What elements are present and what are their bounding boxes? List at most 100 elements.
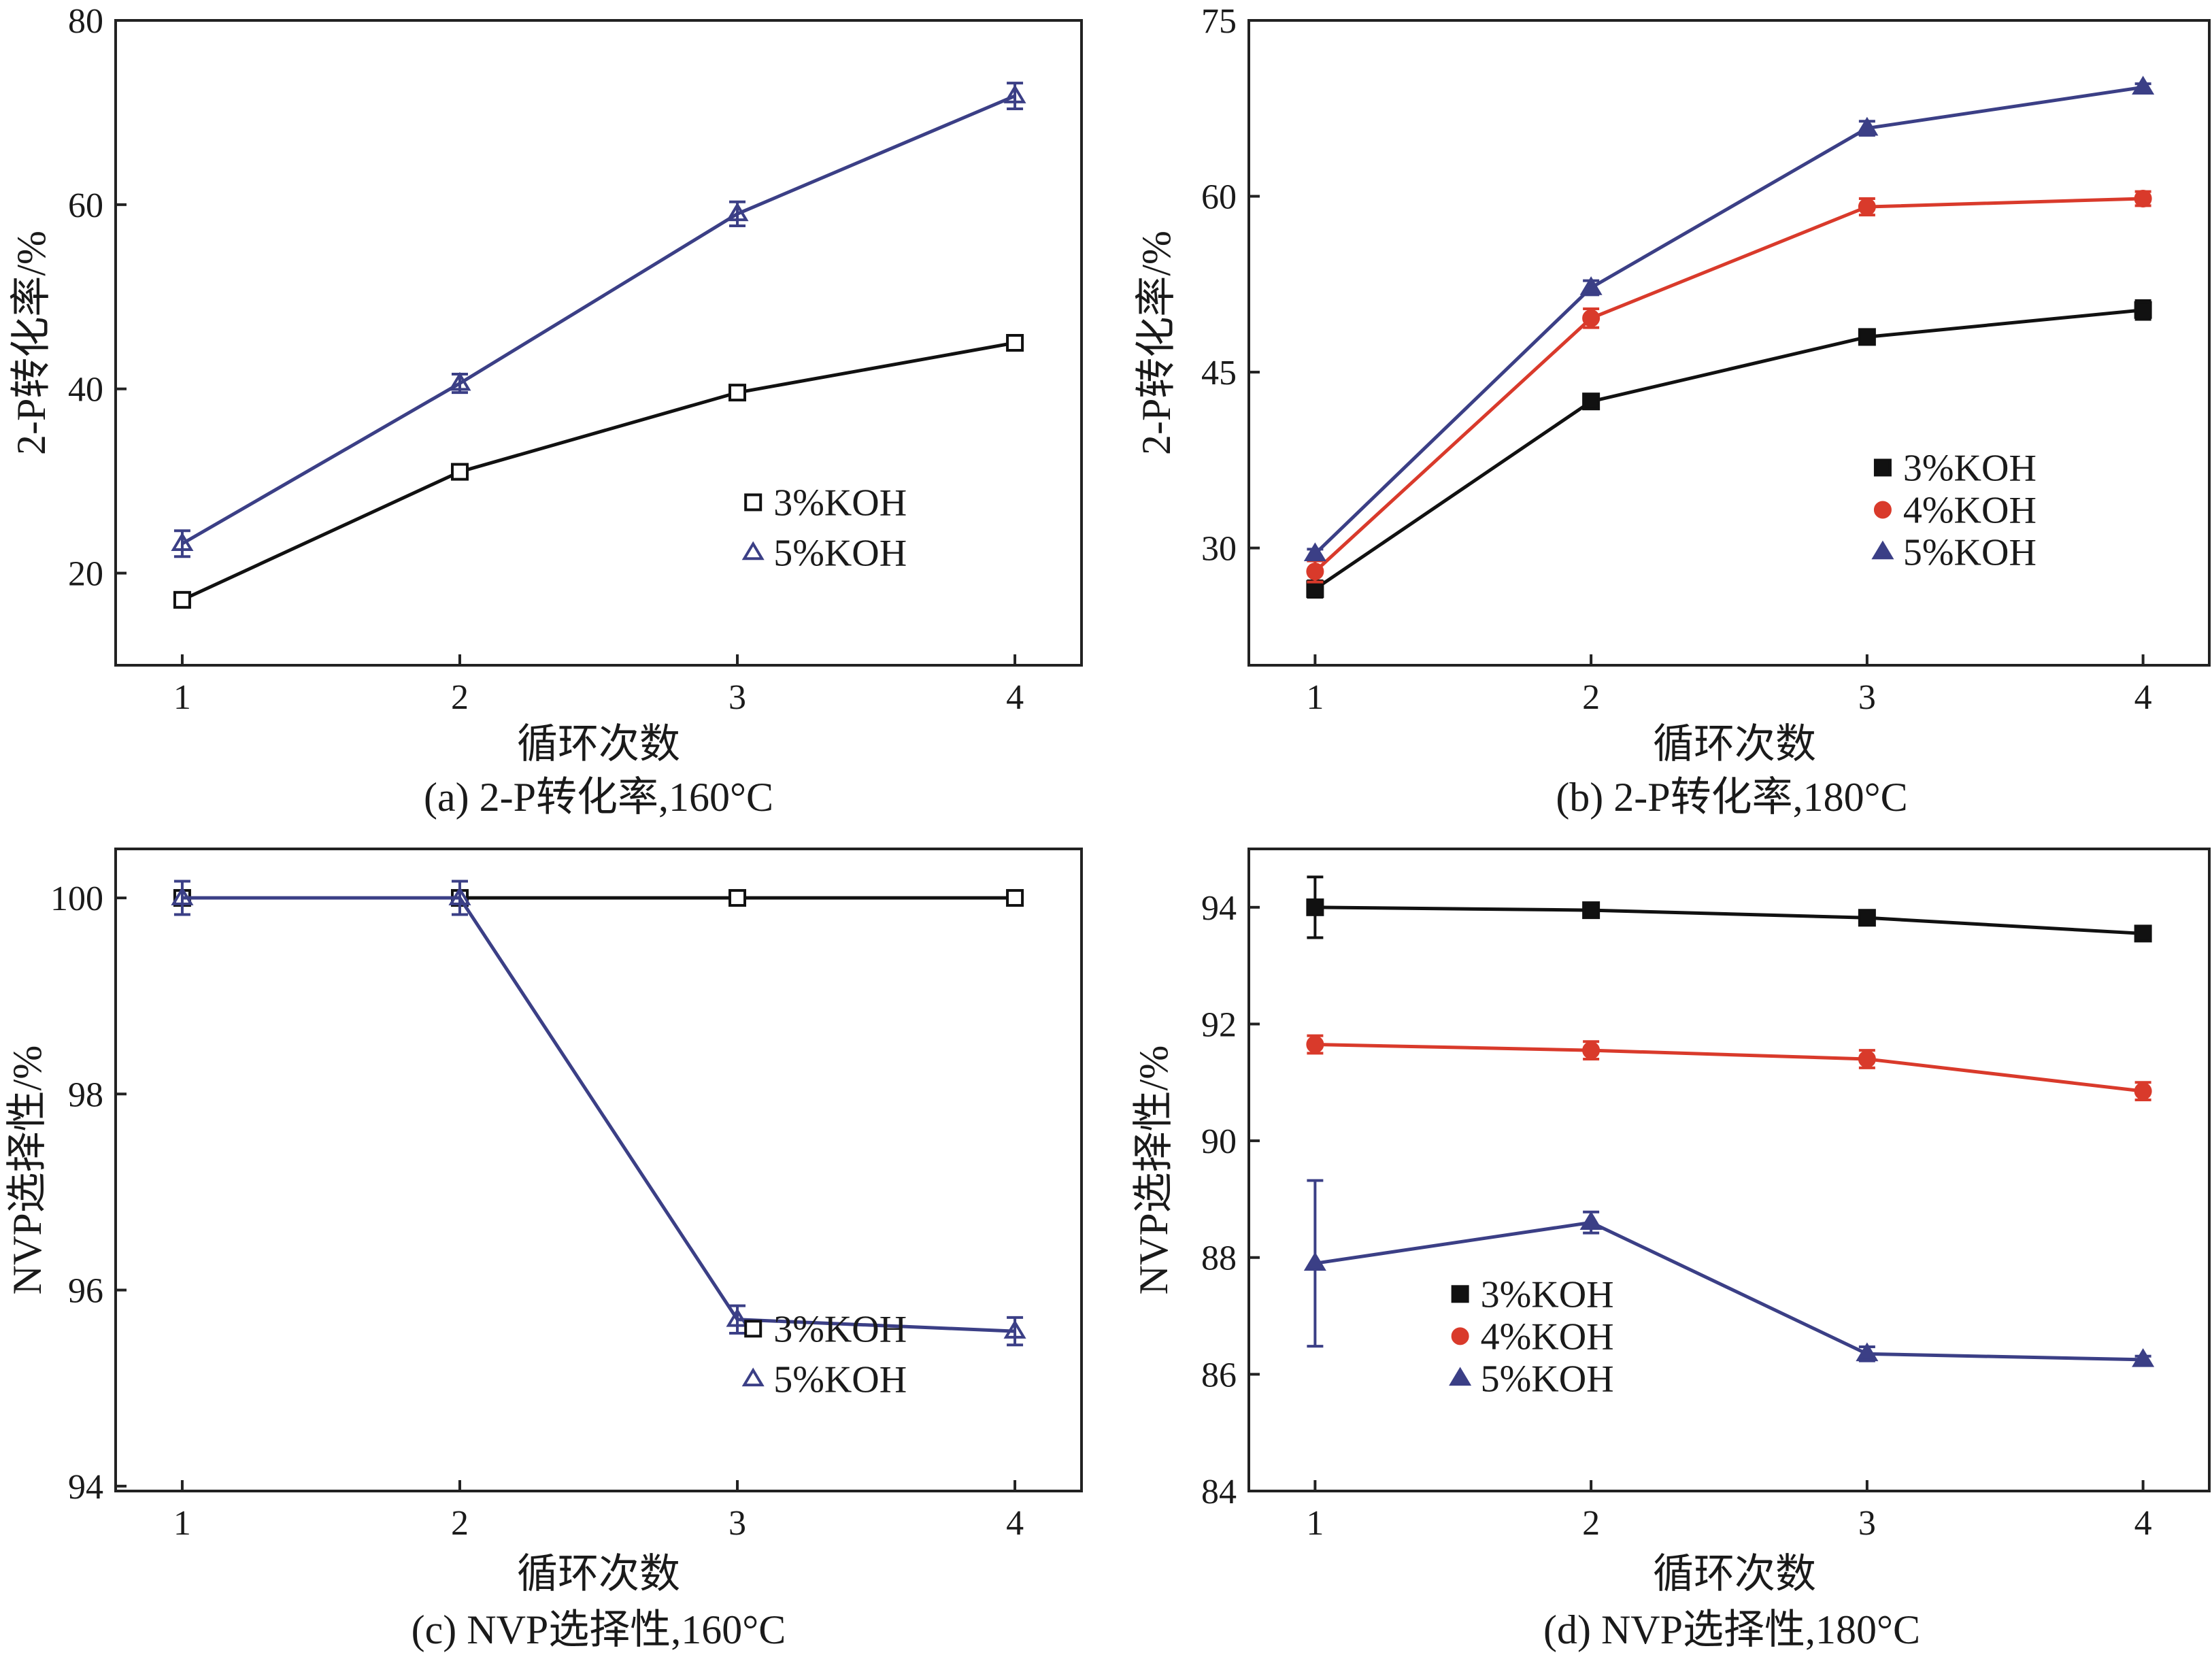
x-tick-label-b-1: 1 [1306, 678, 1324, 717]
y-tick-label-d-88: 88 [1201, 1239, 1237, 1278]
series-b-4%KOH [1306, 189, 2152, 584]
legend-label-d-4%KOH: 4%KOH [1481, 1316, 1614, 1358]
y-tick-label-c-96: 96 [68, 1272, 103, 1311]
data-point-d-5%KOH-3 [1856, 1342, 1879, 1362]
x-tick-label-c-4: 4 [1006, 1504, 1024, 1543]
data-point-a-5%KOH-1 [171, 532, 194, 552]
plot-frame-b [1247, 19, 2211, 667]
ylabel-a: 2-P转化率/% [9, 231, 54, 455]
legend-marker-c-5%KOH [741, 1367, 765, 1387]
data-point-d-3%KOH-1 [1306, 898, 1324, 916]
series-line-a-5%KOH [181, 94, 1016, 546]
data-point-d-5%KOH-2 [1579, 1211, 1603, 1231]
series-d-3%KOH [1306, 875, 2152, 943]
series-c-5%KOH [171, 880, 1026, 1347]
data-point-d-4%KOH-1 [1306, 1035, 1324, 1054]
series-line-b-5%KOH [1313, 85, 2143, 556]
caption-a: (a) 2-P转化率,160°C [424, 775, 773, 820]
legend-marker-d-4%KOH [1451, 1327, 1469, 1345]
plot-frame-d [1247, 848, 2211, 1492]
x-tick-label-b-2: 2 [1582, 678, 1600, 717]
data-point-b-4%KOH-2 [1582, 309, 1601, 327]
x-tick-label-d-1: 1 [1306, 1504, 1324, 1543]
data-point-a-3%KOH-2 [450, 463, 469, 481]
data-point-a-3%KOH-4 [1006, 334, 1024, 352]
data-point-d-4%KOH-2 [1582, 1041, 1601, 1060]
x-tick-label-a-1: 1 [173, 678, 191, 717]
data-point-b-5%KOH-1 [1303, 542, 1326, 562]
y-tick-label-d-86: 86 [1201, 1356, 1237, 1394]
data-point-a-3%KOH-1 [173, 590, 191, 609]
chart-panel-c: NVP选择性/% 循环次数 (c) NVP选择性,160°C 1 2 3 4 94 96 9… [5, 848, 1083, 1652]
caption-b: (b) 2-P转化率,180°C [1556, 775, 1907, 820]
x-tick-label-b-4: 4 [2134, 678, 2152, 717]
data-point-d-3%KOH-2 [1582, 901, 1601, 920]
legend-marker-d-3%KOH [1451, 1285, 1469, 1303]
data-point-a-5%KOH-3 [726, 202, 749, 222]
series-line-c-5%KOH [182, 896, 1016, 1333]
data-point-a-3%KOH-3 [728, 384, 747, 402]
data-point-b-5%KOH-2 [1579, 276, 1603, 295]
legend-marker-b-5%KOH [1871, 540, 1894, 560]
plot-frame-a [114, 19, 1083, 667]
data-point-b-3%KOH-2 [1582, 392, 1601, 411]
y-tick-label-d-84: 84 [1201, 1473, 1237, 1511]
y-tick-label-c-98: 98 [68, 1075, 103, 1114]
y-tick-label-a-80: 80 [68, 2, 103, 41]
xlabel-c: 循环次数 [517, 1552, 680, 1596]
series-a-3%KOH [173, 334, 1024, 609]
series-b-5%KOH [1303, 76, 2155, 562]
data-point-d-3%KOH-4 [2134, 924, 2152, 943]
ylabel-c: NVP选择性/% [5, 1045, 50, 1295]
series-line-b-3%KOH [1313, 308, 2143, 591]
ylabel-d: NVP选择性/% [1131, 1045, 1176, 1295]
data-point-c-3%KOH-4 [1006, 889, 1024, 907]
data-point-d-5%KOH-1 [1303, 1252, 1326, 1271]
x-tick-label-a-2: 2 [451, 678, 469, 717]
legend-a: 3%KOH 5%KOH [741, 482, 907, 574]
legend-marker-c-3%KOH [744, 1320, 763, 1338]
data-point-d-5%KOH-4 [2132, 1348, 2155, 1367]
series-line-d-5%KOH [1315, 1220, 2143, 1362]
x-tick-label-d-4: 4 [2134, 1504, 2152, 1543]
plot-frame-c [114, 848, 1083, 1492]
series-d-5%KOH [1303, 1179, 2155, 1367]
y-tick-label-d-92: 92 [1201, 1005, 1237, 1044]
x-tick-label-a-4: 4 [1006, 678, 1024, 717]
ylabel-b: 2-P转化率/% [1134, 231, 1179, 455]
data-point-a-5%KOH-2 [448, 371, 471, 391]
caption-d: (d) NVP选择性,180°C [1543, 1607, 1920, 1652]
data-point-d-4%KOH-4 [2134, 1082, 2152, 1101]
data-point-b-3%KOH-1 [1306, 580, 1324, 598]
data-point-b-4%KOH-1 [1306, 563, 1324, 581]
y-tick-label-c-94: 94 [68, 1468, 103, 1507]
data-point-b-5%KOH-4 [2132, 76, 2155, 95]
chart-panel-b: 2-P转化率/% 循环次数 (b) 2-P转化率,180°C 1 2 3 4 30 45 6… [1134, 2, 2211, 820]
data-point-b-5%KOH-3 [1856, 116, 1879, 136]
series-line-b-4%KOH [1313, 197, 2143, 573]
series-line-a-3%KOH [181, 341, 1016, 602]
y-tick-label-a-60: 60 [68, 186, 103, 225]
data-point-b-3%KOH-3 [1858, 328, 1876, 346]
legend-label-a-5%KOH: 5%KOH [773, 532, 907, 574]
series-line-d-4%KOH [1315, 1042, 2143, 1093]
legend-marker-d-5%KOH [1449, 1367, 1472, 1386]
x-tick-label-d-2: 2 [1582, 1504, 1600, 1543]
x-tick-label-c-3: 3 [728, 1504, 746, 1543]
x-tick-label-c-2: 2 [451, 1504, 469, 1543]
x-tick-label-a-3: 3 [728, 678, 746, 717]
data-point-b-4%KOH-3 [1858, 198, 1876, 216]
legend-c: 3%KOH 5%KOH [741, 1308, 907, 1401]
chart-panel-d: NVP选择性/% 循环次数 (d) NVP选择性,180°C 1 2 3 4 84 86 8… [1131, 848, 2211, 1652]
legend-marker-b-3%KOH [1873, 458, 1892, 477]
x-tick-label-b-3: 3 [1858, 678, 1876, 717]
data-point-d-4%KOH-3 [1858, 1050, 1876, 1068]
legend-marker-b-4%KOH [1873, 501, 1892, 519]
data-point-b-3%KOH-4 [2134, 301, 2152, 319]
series-b-3%KOH [1306, 299, 2152, 599]
data-point-c-5%KOH-1 [171, 886, 194, 905]
series-a-5%KOH [171, 82, 1026, 558]
xlabel-b: 循环次数 [1653, 722, 1816, 767]
